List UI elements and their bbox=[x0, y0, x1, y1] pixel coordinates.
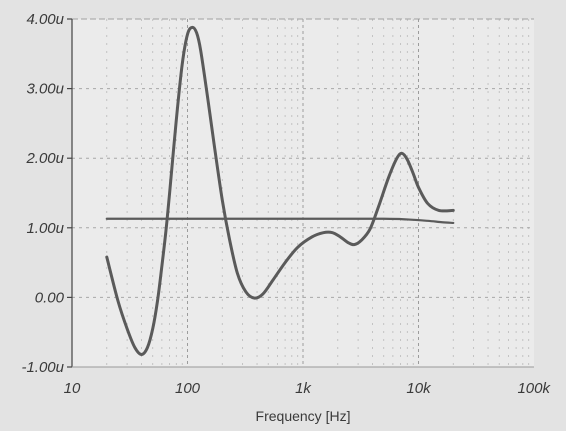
axes bbox=[71, 19, 534, 368]
x-tick-label: 1k bbox=[295, 380, 312, 397]
x-tick-label: 10 bbox=[64, 380, 81, 397]
x-tick-label: 100 bbox=[175, 380, 201, 397]
series-line-2 bbox=[105, 217, 455, 225]
y-tick-label: 4.00u bbox=[26, 11, 64, 28]
tick-labels: -1.00u 0.00 1.00u 2.00u 3.00u 4.00u 10 100 1k 10k… bbox=[21, 11, 551, 397]
y-tick-label: 2.00u bbox=[25, 150, 64, 167]
y-tick-label: -1.00u bbox=[21, 359, 64, 376]
x-tick-label: 100k bbox=[517, 380, 551, 397]
y-tick-label: 1.00u bbox=[26, 220, 64, 237]
grid bbox=[72, 18, 534, 367]
series-line-1 bbox=[105, 25, 455, 356]
x-tick-label: 10k bbox=[406, 380, 432, 397]
y-tick-label: 3.00u bbox=[26, 81, 64, 98]
y-tick-label: 0.00 bbox=[35, 289, 65, 306]
series-layer bbox=[105, 25, 455, 356]
x-axis-title: Frequency [Hz] bbox=[256, 408, 351, 424]
